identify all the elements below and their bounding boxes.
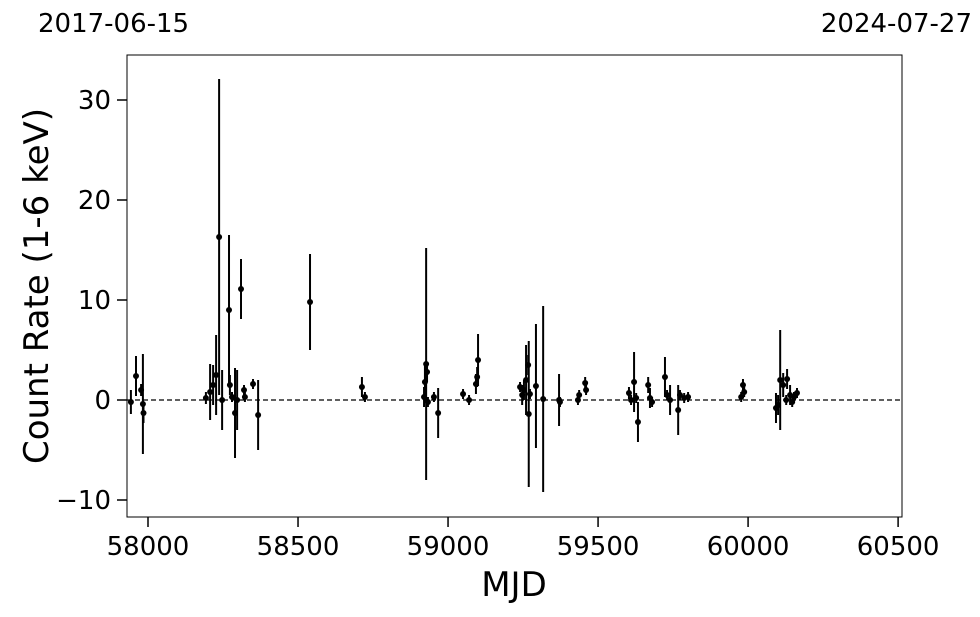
data-point bbox=[424, 369, 431, 375]
data-point bbox=[234, 397, 241, 403]
y-tick-label: 30 bbox=[78, 86, 111, 116]
data-point bbox=[780, 382, 787, 388]
x-tick-label: 59000 bbox=[407, 532, 490, 562]
data-point bbox=[777, 377, 784, 383]
data-point bbox=[435, 410, 442, 416]
data-point bbox=[661, 374, 668, 380]
y-axis-label: Count Rate (1-6 keV) bbox=[17, 108, 57, 464]
data-point bbox=[664, 392, 671, 398]
data-point bbox=[645, 382, 652, 388]
y-tick-label: 0 bbox=[94, 386, 111, 416]
top-left-label: 2017-06-15 bbox=[38, 9, 189, 39]
data-point bbox=[307, 299, 314, 305]
top-right-label: 2024-07-27 bbox=[821, 9, 972, 39]
data-point bbox=[133, 373, 140, 379]
data-point bbox=[633, 395, 640, 401]
data-point bbox=[576, 392, 583, 398]
data-point bbox=[523, 377, 530, 383]
x-axis-label: MJD bbox=[481, 565, 547, 605]
data-point bbox=[424, 399, 431, 405]
x-tick-label: 58500 bbox=[257, 532, 340, 562]
data-point bbox=[202, 395, 209, 401]
data-point bbox=[739, 382, 746, 388]
data-point bbox=[255, 412, 262, 418]
data-point bbox=[207, 389, 214, 395]
data-point bbox=[241, 387, 248, 393]
data-point bbox=[216, 234, 223, 240]
data-point bbox=[783, 397, 790, 403]
data-point bbox=[226, 382, 233, 388]
x-tick-label: 59500 bbox=[557, 532, 640, 562]
data-point bbox=[784, 376, 791, 382]
plot-frame bbox=[126, 54, 903, 518]
data-point bbox=[361, 394, 368, 400]
y-tick-label: 10 bbox=[78, 286, 111, 316]
data-point bbox=[676, 392, 683, 398]
data-point bbox=[210, 382, 217, 388]
data-point bbox=[526, 391, 533, 397]
data-point bbox=[540, 396, 547, 402]
data-point bbox=[475, 357, 482, 363]
data-point bbox=[582, 380, 589, 386]
data-point bbox=[219, 397, 226, 403]
x-tick-label: 58000 bbox=[107, 532, 190, 562]
data-point bbox=[667, 397, 674, 403]
data-point bbox=[127, 399, 134, 405]
data-point bbox=[738, 394, 745, 400]
x-tick-label: 60000 bbox=[707, 532, 790, 562]
data-point bbox=[631, 379, 638, 385]
y-tick-label: −10 bbox=[56, 486, 111, 516]
data-point bbox=[430, 394, 437, 400]
data-point bbox=[556, 399, 563, 405]
y-tick-label: 20 bbox=[78, 186, 111, 216]
data-point bbox=[358, 384, 365, 390]
data-point bbox=[226, 307, 233, 313]
data-point bbox=[238, 286, 245, 292]
data-point bbox=[229, 394, 236, 400]
data-point bbox=[525, 411, 532, 417]
x-tick-label: 60500 bbox=[857, 532, 940, 562]
data-point bbox=[625, 390, 632, 396]
data-point bbox=[532, 383, 539, 389]
data-point bbox=[628, 397, 635, 403]
data-point bbox=[241, 394, 248, 400]
data-point bbox=[649, 399, 656, 405]
data-point bbox=[675, 407, 682, 413]
data-point bbox=[140, 410, 147, 416]
data-point bbox=[250, 381, 257, 387]
data-point bbox=[466, 397, 473, 403]
data-point bbox=[634, 419, 641, 425]
data-point bbox=[793, 390, 800, 396]
data-point bbox=[741, 389, 748, 395]
data-point bbox=[213, 372, 220, 378]
data-point bbox=[583, 387, 590, 393]
data-point bbox=[685, 394, 692, 400]
data-point bbox=[460, 391, 467, 397]
